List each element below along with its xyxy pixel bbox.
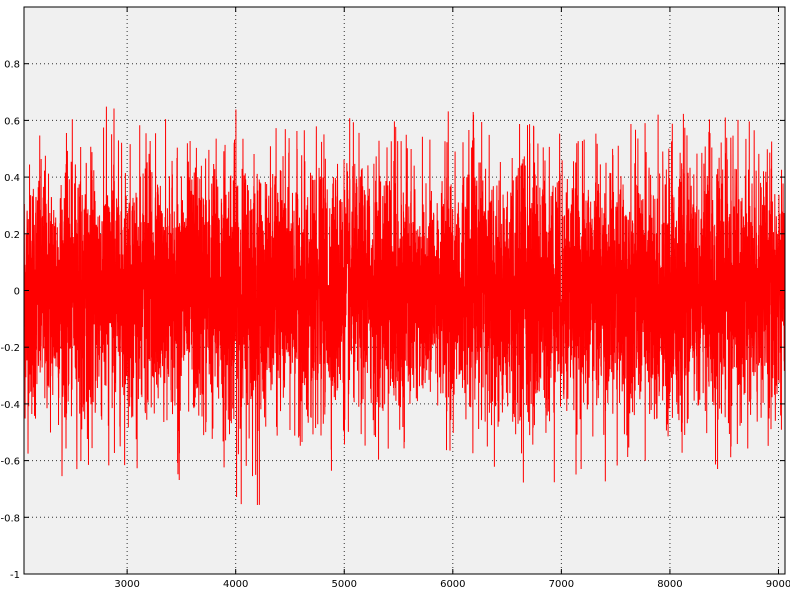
y-tick-label: 0.8 — [4, 60, 20, 71]
x-tick-label: 4000 — [223, 579, 248, 590]
x-tick-label: 9000 — [766, 579, 790, 590]
y-tick-label: -0.4 — [0, 400, 20, 411]
x-tick-label: 6000 — [440, 579, 465, 590]
y-tick-label: 0.6 — [4, 116, 20, 127]
x-tick-label: 5000 — [332, 579, 357, 590]
axis-ticks — [24, 7, 785, 575]
y-tick-label: -0.2 — [0, 343, 20, 354]
signal-line — [23, 106, 786, 506]
tick-labels: 3000 4000 5000 6000 7000 8000 9000 -1 -0.8 -0.6 -0… — [0, 60, 790, 590]
y-tick-label: -0.6 — [0, 457, 20, 468]
y-tick-label: 0 — [14, 287, 20, 298]
x-tick-label: 8000 — [657, 579, 682, 590]
y-tick-label: 0.2 — [4, 230, 20, 241]
y-tick-label: -0.8 — [0, 513, 20, 524]
x-tick-label: 3000 — [114, 579, 139, 590]
y-tick-label: -1 — [10, 570, 20, 581]
x-tick-label: 7000 — [549, 579, 574, 590]
y-tick-label: 0.4 — [4, 173, 20, 184]
